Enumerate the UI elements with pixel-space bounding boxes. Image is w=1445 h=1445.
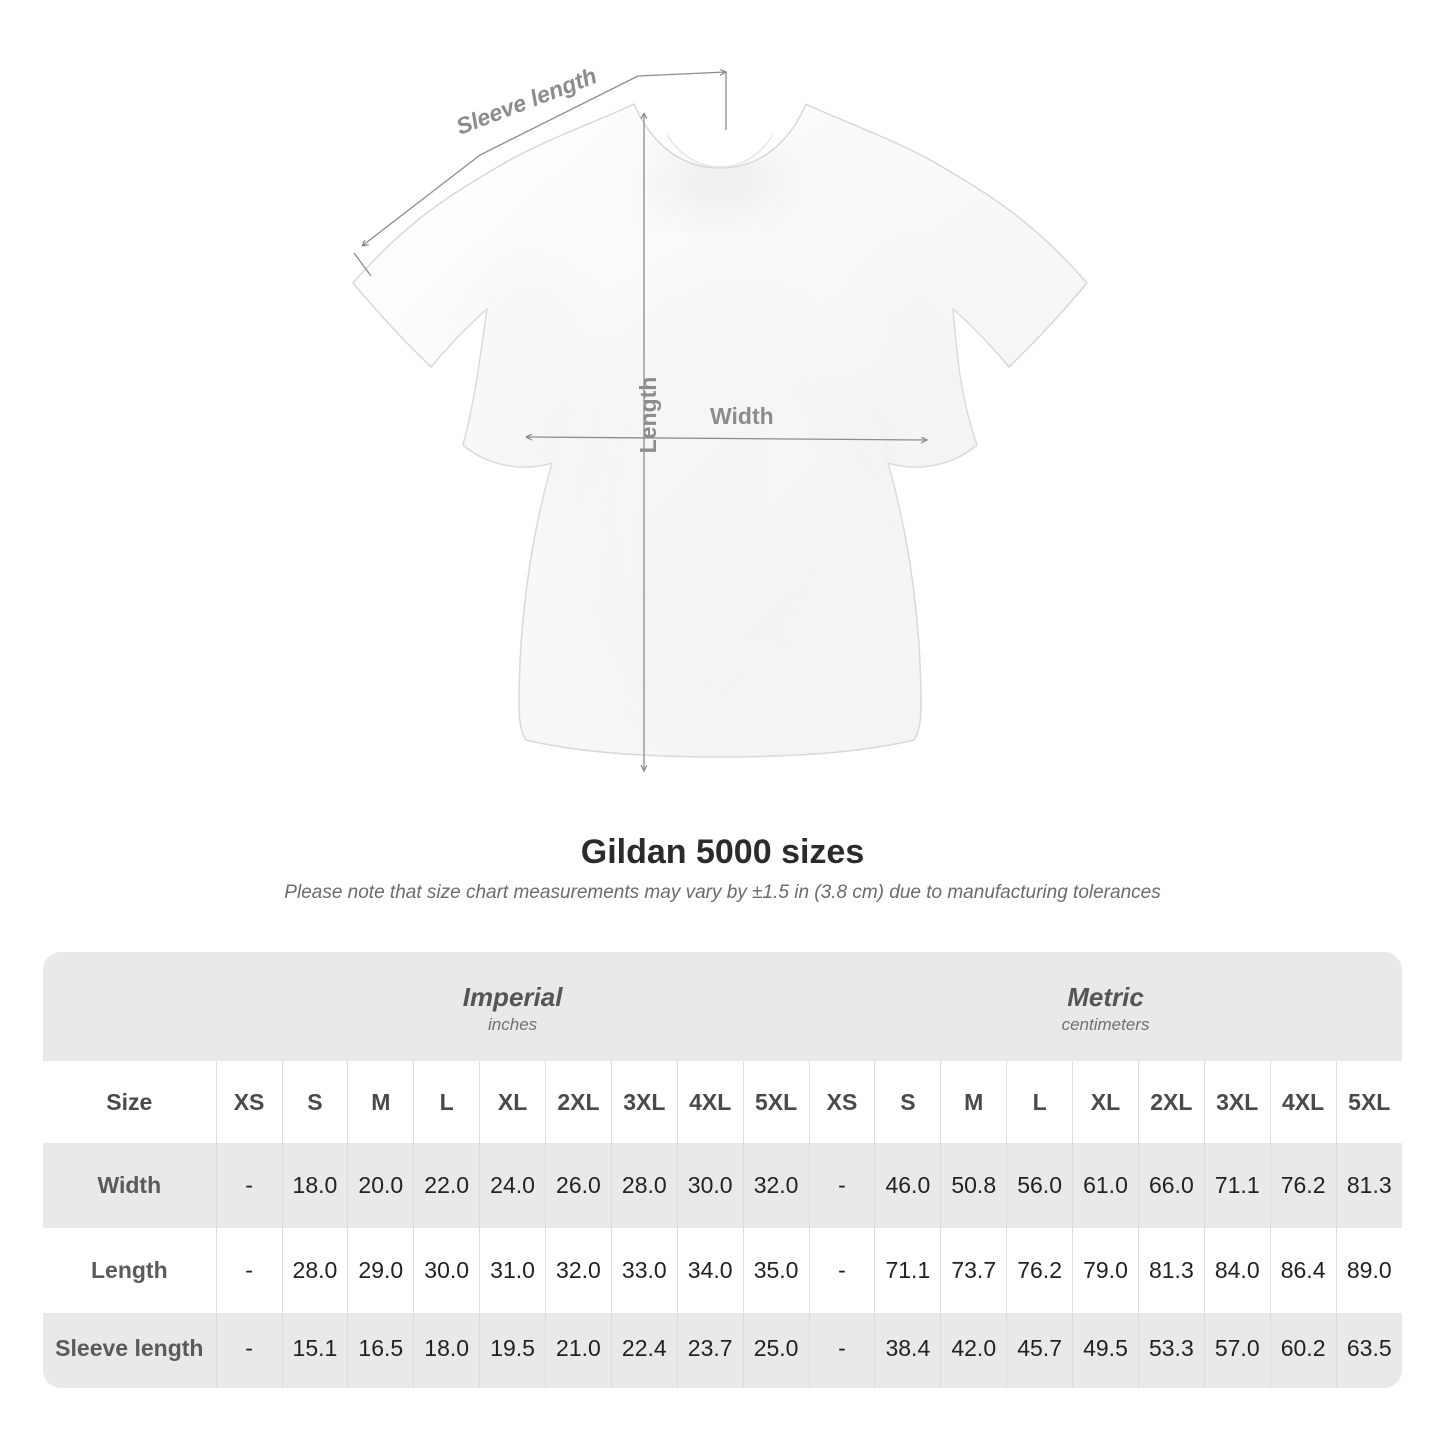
svg-text:Length: Length (635, 377, 661, 454)
svg-text:Sleeve length: Sleeve length (452, 62, 600, 139)
svg-text:Width: Width (710, 403, 774, 429)
